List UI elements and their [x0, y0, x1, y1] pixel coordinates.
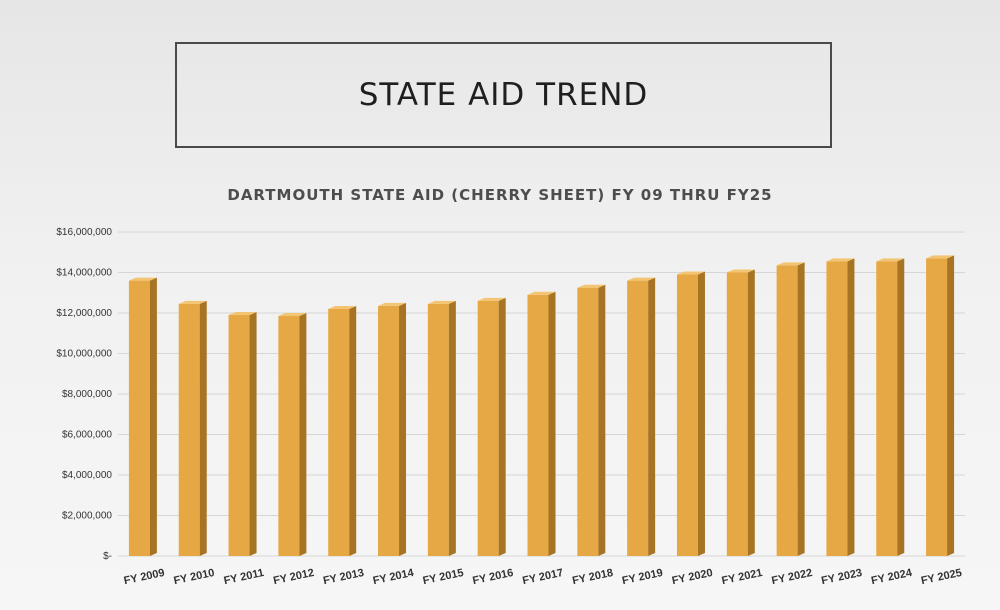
bar [328, 305, 357, 556]
bar [577, 284, 606, 556]
y-tick-label: $10,000,000 [56, 349, 112, 360]
bar [527, 291, 556, 556]
y-tick-label: $12,000,000 [56, 308, 112, 319]
y-tick-label: $14,000,000 [56, 268, 112, 279]
x-axis-ticks: FY 2009 FY 2010 FY 2011 FY 2012 FY 2013 FY 20… [123, 567, 963, 588]
bar [278, 313, 307, 556]
x-tick-label: FY 2024 [870, 567, 914, 588]
x-tick-label: FY 2020 [671, 567, 714, 587]
bar [726, 269, 755, 556]
bar [477, 297, 506, 556]
y-tick-label: $6,000,000 [62, 430, 112, 441]
slide-title: STATE AID TREND [358, 77, 649, 113]
bar [826, 258, 855, 556]
bar [128, 277, 157, 556]
x-tick-label: FY 2011 [223, 567, 265, 587]
x-tick-label: FY 2009 [123, 567, 166, 587]
chart-title: DARTMOUTH STATE AID (CHERRY SHEET) FY 09… [227, 186, 773, 204]
x-tick-label: FY 2014 [372, 567, 416, 588]
bars [128, 255, 955, 556]
bar [178, 300, 207, 556]
y-tick-label: $2,000,000 [62, 511, 112, 522]
bar [427, 300, 456, 556]
bar [776, 262, 805, 556]
x-tick-label: FY 2022 [771, 567, 814, 587]
x-tick-label: FY 2016 [472, 567, 515, 587]
x-tick-label: FY 2012 [272, 567, 315, 587]
bar [876, 258, 905, 556]
y-tick-label: $4,000,000 [62, 470, 112, 481]
x-tick-label: FY 2015 [422, 567, 465, 587]
x-tick-label: FY 2018 [571, 567, 614, 587]
x-tick-label: FY 2025 [920, 567, 963, 587]
bar [926, 255, 955, 556]
x-tick-label: FY 2010 [173, 567, 216, 587]
bar [378, 302, 407, 556]
slide-title-box: STATE AID TREND [175, 42, 832, 148]
y-axis-ticks: $- $2,000,000 $4,000,000 $6,000,000 $8,000,0… [56, 227, 112, 562]
x-tick-label: FY 2021 [721, 567, 764, 587]
x-tick-label: FY 2023 [820, 567, 863, 587]
y-tick-label: $- [103, 551, 112, 562]
bar [676, 271, 705, 556]
x-tick-label: FY 2019 [621, 567, 664, 587]
y-tick-label: $16,000,000 [56, 227, 112, 238]
x-tick-label: FY 2017 [521, 567, 564, 587]
bar [228, 312, 257, 556]
bar [627, 277, 656, 556]
y-tick-label: $8,000,000 [62, 389, 112, 400]
x-tick-label: FY 2013 [322, 567, 365, 587]
